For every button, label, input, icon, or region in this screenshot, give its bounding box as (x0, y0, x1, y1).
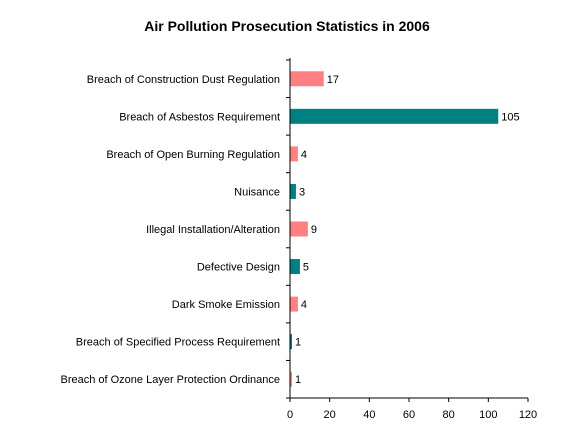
category-label: Nuisance (234, 186, 280, 198)
bar-9 (290, 371, 292, 387)
data-label: 105 (501, 111, 519, 123)
category-label: Breach of Asbestos Requirement (119, 111, 280, 123)
data-label: 1 (295, 337, 301, 349)
bar-8 (290, 334, 292, 350)
bar-4 (290, 183, 296, 199)
category-label: Illegal Installation/Alteration (146, 224, 280, 236)
bar-2 (290, 108, 499, 124)
category-label: Breach of Construction Dust Regulation (87, 74, 280, 86)
bar-7 (290, 296, 298, 312)
bar-6 (290, 259, 300, 275)
category-label: Dark Smoke Emission (172, 299, 280, 311)
data-label: 3 (299, 186, 305, 198)
category-label: Defective Design (197, 262, 280, 274)
category-label: Breach of Ozone Layer Protection Ordinan… (60, 374, 280, 386)
plot-area: Breach of Construction Dust Regulation 17… (60, 58, 537, 421)
category-label: Breach of Open Burning Regulation (106, 149, 280, 161)
x-tick-label: 120 (519, 409, 537, 421)
x-tick-label: 40 (363, 409, 375, 421)
data-label: 5 (303, 262, 309, 274)
data-label: 17 (327, 74, 339, 86)
bar-5 (290, 221, 308, 237)
x-tick-label: 20 (324, 409, 336, 421)
data-label: 1 (295, 374, 301, 386)
category-label: Breach of Specified Process Requirement (76, 337, 280, 349)
x-tick-label: 80 (443, 409, 455, 421)
data-label: 9 (311, 224, 317, 236)
x-tick-label: 100 (479, 409, 497, 421)
bar-3 (290, 146, 298, 162)
x-tick-label: 60 (403, 409, 415, 421)
data-label: 4 (301, 149, 307, 161)
chart-title: Air Pollution Prosecution Statistics in … (144, 18, 430, 34)
data-label: 4 (301, 299, 307, 311)
bar-1 (290, 71, 324, 87)
x-tick-label: 0 (287, 409, 293, 421)
